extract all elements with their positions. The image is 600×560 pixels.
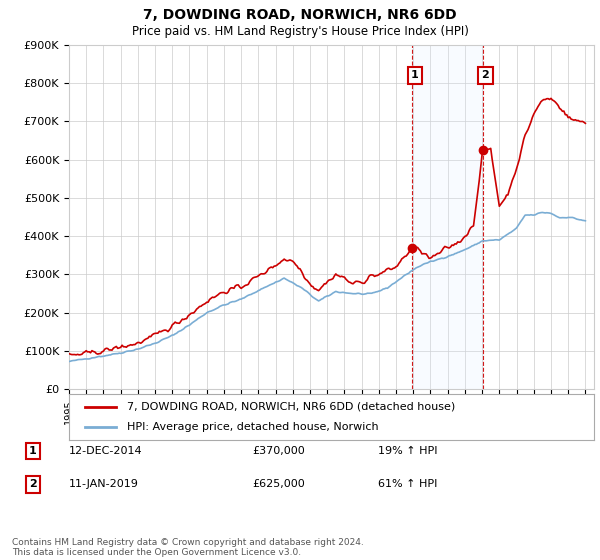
Text: 61% ↑ HPI: 61% ↑ HPI <box>378 479 437 489</box>
Text: 2: 2 <box>29 479 37 489</box>
Text: 11-JAN-2019: 11-JAN-2019 <box>69 479 139 489</box>
Text: 1: 1 <box>29 446 37 456</box>
Text: Price paid vs. HM Land Registry's House Price Index (HPI): Price paid vs. HM Land Registry's House … <box>131 25 469 38</box>
Text: 7, DOWDING ROAD, NORWICH, NR6 6DD (detached house): 7, DOWDING ROAD, NORWICH, NR6 6DD (detac… <box>127 402 455 412</box>
Text: 12-DEC-2014: 12-DEC-2014 <box>69 446 143 456</box>
Text: HPI: Average price, detached house, Norwich: HPI: Average price, detached house, Norw… <box>127 422 379 432</box>
Text: 1: 1 <box>411 71 419 81</box>
Bar <box>412 45 483 389</box>
Text: £625,000: £625,000 <box>252 479 305 489</box>
Text: £370,000: £370,000 <box>252 446 305 456</box>
Text: Contains HM Land Registry data © Crown copyright and database right 2024.
This d: Contains HM Land Registry data © Crown c… <box>12 538 364 557</box>
Text: 2: 2 <box>482 71 489 81</box>
Text: 19% ↑ HPI: 19% ↑ HPI <box>378 446 437 456</box>
Text: 7, DOWDING ROAD, NORWICH, NR6 6DD: 7, DOWDING ROAD, NORWICH, NR6 6DD <box>143 8 457 22</box>
